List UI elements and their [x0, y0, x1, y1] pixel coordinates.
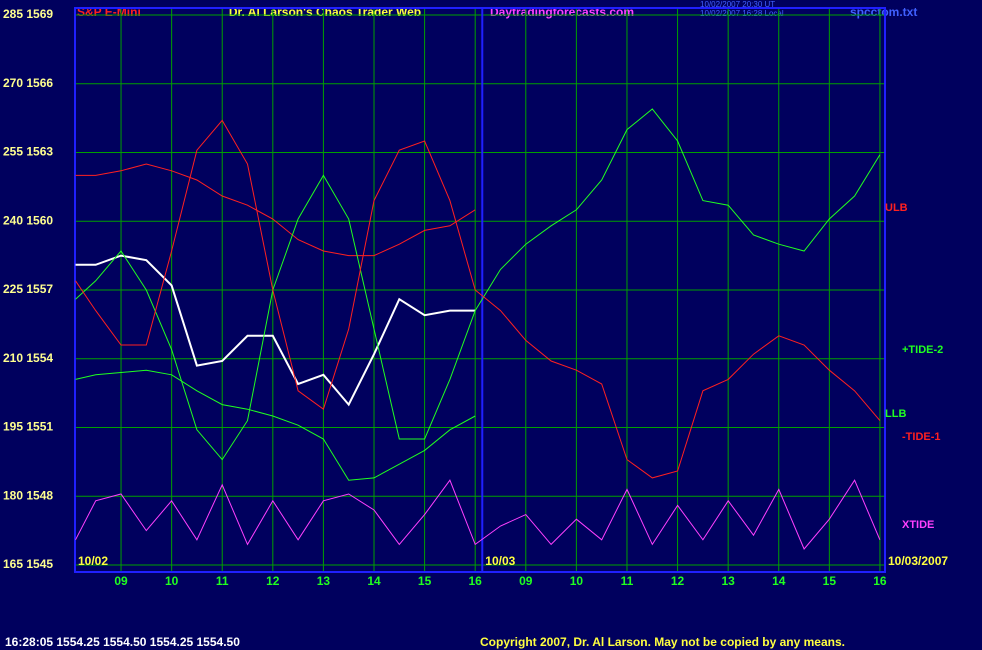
x-tick-label: 14 [772, 574, 786, 588]
status: 16:28:05 1554.25 1554.50 1554.25 1554.50 [5, 635, 240, 649]
x-tick-label: 12 [671, 574, 685, 588]
series-line [75, 163, 476, 257]
x-tick-label: 16 [469, 574, 483, 588]
x-tick-label: 10 [570, 574, 584, 588]
series-label: -TIDE-1 [902, 431, 941, 443]
x-tick-label: 16 [873, 574, 887, 588]
x-tick-label: 12 [266, 574, 280, 588]
date-label: 10/02 [78, 554, 108, 568]
series-line [75, 369, 476, 481]
plot-frame [74, 7, 886, 573]
x-tick-label: 11 [621, 574, 634, 588]
y-tick-label: 285 1569 [3, 7, 53, 21]
y-tick-label: 165 1545 [3, 557, 53, 571]
series-line [75, 479, 881, 550]
y-tick-label: 240 1560 [3, 213, 53, 227]
series-line [75, 254, 476, 407]
x-tick-label: 09 [519, 574, 533, 588]
series-label: LLB [885, 408, 906, 420]
y-tick-label: 195 1551 [3, 420, 53, 434]
y-tick-label: 180 1548 [3, 488, 53, 502]
x-tick-label: 10 [165, 574, 179, 588]
x-tick-label: 15 [823, 574, 837, 588]
copyright: Copyright 2007, Dr. Al Larson. May not b… [480, 635, 845, 649]
x-tick-label: 14 [367, 574, 381, 588]
timestamp: 10/02/2007 20:30 UT [700, 0, 775, 9]
y-tick-label: 225 1557 [3, 282, 53, 296]
x-tick-label: 15 [418, 574, 432, 588]
date-label: 10/03 [485, 554, 515, 568]
date-label: 10/03/2007 [888, 554, 948, 568]
series-line [75, 119, 881, 479]
x-tick-label: 13 [317, 574, 331, 588]
series-label: ULB [885, 202, 908, 214]
timestamp: 10/02/2007 16:28 Local [700, 9, 784, 18]
y-tick-label: 270 1566 [3, 76, 53, 90]
x-tick-label: 11 [216, 574, 229, 588]
series-label: XTIDE [902, 519, 934, 531]
y-tick-label: 255 1563 [3, 145, 53, 159]
x-tick-label: 13 [721, 574, 735, 588]
series-label: +TIDE-2 [902, 344, 943, 356]
y-tick-label: 210 1554 [3, 351, 53, 365]
x-tick-label: 09 [114, 574, 128, 588]
series-line [75, 108, 881, 461]
